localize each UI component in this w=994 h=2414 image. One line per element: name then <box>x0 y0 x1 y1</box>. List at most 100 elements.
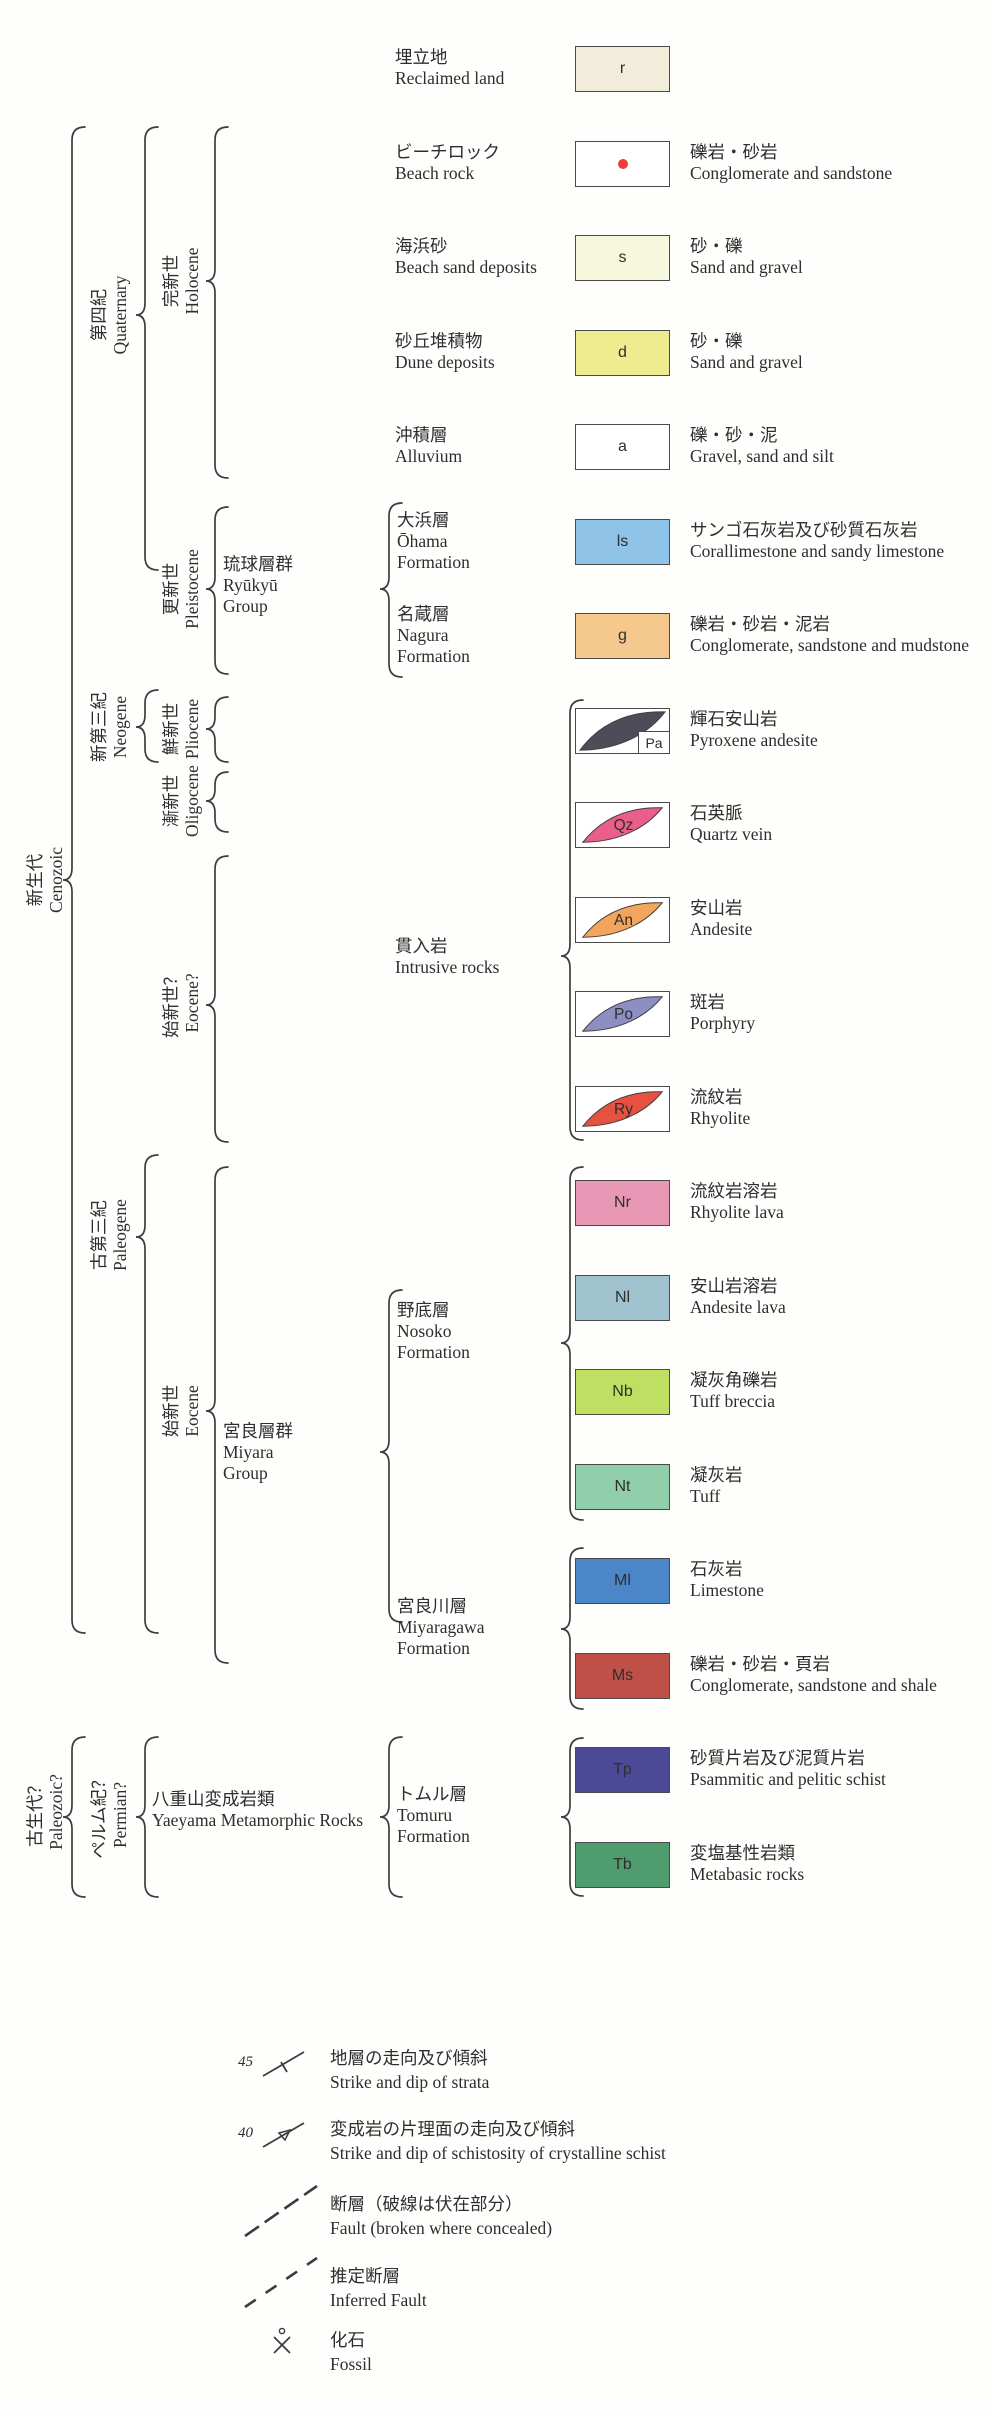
unit-name-en: Beach sand deposits <box>395 257 537 277</box>
lithology-desc-Pa: 輝石安山岩 Pyroxene andesite <box>690 709 818 751</box>
swatch-code: Nl <box>614 1289 631 1306</box>
swatch-code: g <box>618 627 627 644</box>
map-symbol-label-ja-fault: 断層（破線は伏在部分） <box>330 2194 523 2214</box>
lithology-desc-en: Sand and gravel <box>690 352 803 372</box>
formation-label-line: Formation <box>397 1638 470 1658</box>
lithology-desc-ja: 石灰岩 <box>690 1559 743 1579</box>
era-label-eocene_q: 始新世？ Eocene? <box>159 898 205 1108</box>
group-label-line: Miyara <box>223 1441 274 1462</box>
legend-swatch-beachrock <box>575 141 670 187</box>
swatch-code: Tb <box>613 1856 632 1873</box>
era-label-paleogene: 古第三紀 Paleogene <box>87 1130 133 1340</box>
map-symbol-label-ja-fossil: 化石 <box>330 2330 365 2350</box>
lithology-desc-en: Rhyolite <box>690 1108 751 1128</box>
formation-label-line: Formation <box>397 1342 470 1362</box>
legend-swatch-Nb: Nb <box>575 1369 670 1415</box>
lithology-desc-ja: 斑岩 <box>690 992 725 1012</box>
swatch-code: Nb <box>612 1383 633 1400</box>
legend-swatch-Nr: Nr <box>575 1180 670 1226</box>
era-label-holocene: 完新世 Holocene <box>159 176 205 386</box>
era-label-ja: 古第三紀 <box>89 1200 109 1270</box>
lithology-desc-ja: サンゴ石灰岩及び砂質石灰岩 <box>690 520 918 540</box>
formation-label-line: 大浜層 <box>397 510 450 530</box>
era-label-en: Cenozoic <box>46 846 66 914</box>
lithology-desc-Tp: 砂質片岩及び泥質片岩 Psammitic and pelitic schist <box>690 1748 886 1790</box>
legend-swatch-Ry: Ry <box>575 1086 670 1132</box>
formation-label-miyaragawa: 宮良川層 Miyaragawa Formation <box>397 1596 484 1659</box>
legend-swatch-reclaimed: r <box>575 46 670 92</box>
lithology-desc-en: Quartz vein <box>690 824 773 844</box>
lithology-desc-ja: 安山岩溶岩 <box>690 1276 778 1296</box>
group-label-line: Intrusive rocks <box>395 957 500 977</box>
lithology-desc-Nr: 流紋岩溶岩 Rhyolite lava <box>690 1181 784 1223</box>
lithology-desc-en: Andesite <box>690 919 753 939</box>
formation-label-ohama: 大浜層 Ōhama Formation <box>397 510 470 573</box>
unit-name-en: Alluvium <box>395 446 463 466</box>
era-label-ja: 始新世？ <box>161 968 181 1038</box>
formation-label-line: Tomuru <box>397 1805 453 1825</box>
lithology-desc-en: Tuff <box>690 1486 721 1506</box>
unit-name-ja: 砂丘堆積物 <box>395 331 483 351</box>
group-label-yaeyama: 八重山変成岩類 Yaeyama Metamorphic Rocks <box>152 1789 363 1831</box>
unit-name-ja: 埋立地 <box>395 47 448 67</box>
era-label-en: Eocene? <box>182 973 202 1033</box>
legend-swatch-Nt: Nt <box>575 1464 670 1510</box>
era-label-en: Oligocene <box>182 765 202 837</box>
legend-swatch-Tp: Tp <box>575 1747 670 1793</box>
formation-label-nosoko: 野底層 Nosoko Formation <box>397 1300 470 1363</box>
formation-label-tomuru: トムル層 Tomuru Formation <box>397 1784 470 1847</box>
era-label-en: Eocene <box>182 1385 202 1437</box>
map-symbol-label-en-inferred-fault: Inferred Fault <box>330 2290 427 2310</box>
dip-value-strike-dip: 45 <box>238 2054 253 2070</box>
era-label-ja: 第四紀 <box>89 288 109 342</box>
map-symbol-label-ja-schistosity-strike-dip: 変成岩の片理面の走向及び傾斜 <box>330 2119 575 2139</box>
unit-name-en: Dune deposits <box>395 352 495 372</box>
unit-name-en: Beach rock <box>395 163 475 183</box>
lithology-desc-en: Andesite lava <box>690 1297 786 1317</box>
unit-name-ja: ビーチロック <box>395 142 500 162</box>
lithology-desc-Ms: 礫岩・砂岩・頁岩 Conglomerate, sandstone and shal… <box>690 1654 937 1696</box>
formation-label-line: Miyaragawa <box>397 1617 485 1637</box>
lithology-desc-beachsand: 砂・礫 Sand and gravel <box>690 236 803 278</box>
legend-swatch-Qz: Qz <box>575 802 670 848</box>
lithology-desc-ja: 砂質片岩及び泥質片岩 <box>690 1748 865 1768</box>
lithology-desc-en: Conglomerate and sandstone <box>690 163 893 183</box>
lens-shape-Qz <box>576 803 669 847</box>
legend-swatch-Tb: Tb <box>575 1842 670 1888</box>
era-label-en: Permian? <box>110 1781 130 1849</box>
era-label-paleozoic: 古生代？ Paleozoic? <box>23 1707 69 1917</box>
lithology-desc-ja: 流紋岩 <box>690 1087 743 1107</box>
lithology-desc-ja: 礫・砂・泥 <box>690 425 778 445</box>
group-label-line: 八重山変成岩類 <box>152 1789 275 1809</box>
swatch-code: d <box>618 344 627 361</box>
group-label-intrusive: 貫入岩 Intrusive rocks <box>395 936 500 978</box>
legend-swatch-alluvium: a <box>575 424 670 470</box>
swatch-code: ls <box>616 533 629 550</box>
map-symbol-label-ja-inferred-fault: 推定断層 <box>330 2266 400 2286</box>
swatch-code: Po <box>614 1006 633 1023</box>
unit-name-alluvium: 沖積層 Alluvium <box>395 425 462 467</box>
map-symbol-label-ja-strike-dip: 地層の走向及び傾斜 <box>330 2048 488 2068</box>
lithology-desc-ja: 礫岩・砂岩・頁岩 <box>690 1654 830 1674</box>
era-label-quaternary: 第四紀 Quaternary <box>87 210 133 420</box>
group-label-line: 宮良層群 <box>223 1420 293 1441</box>
lithology-desc-ja: 変塩基性岩類 <box>690 1843 795 1863</box>
swatch-code: Tp <box>613 1761 632 1778</box>
lens-shape-Ry <box>576 1087 669 1131</box>
era-label-en: Paleozoic? <box>46 1774 66 1850</box>
formation-label-line: Formation <box>397 646 470 666</box>
map-symbol-label-en-fossil: Fossil <box>330 2354 372 2374</box>
era-label-ja: 新第三紀 <box>89 692 109 762</box>
lithology-desc-en: Corallimestone and sandy limestone <box>690 541 945 561</box>
lithology-desc-g: 礫岩・砂岩・泥岩 Conglomerate, sandstone and muds… <box>690 614 969 656</box>
lithology-desc-en: Porphyry <box>690 1013 756 1033</box>
era-label-ja: 完新世 <box>161 254 181 308</box>
swatch-code: Nr <box>614 1194 631 1211</box>
era-label-ja: 新生代 <box>25 853 45 907</box>
legend-swatch-dune: d <box>575 330 670 376</box>
lithology-desc-Nl: 安山岩溶岩 Andesite lava <box>690 1276 786 1318</box>
swatch-code: Nt <box>614 1478 631 1495</box>
unit-name-beachsand: 海浜砂 Beach sand deposits <box>395 236 537 278</box>
lithology-desc-beachrock: 礫岩・砂岩 Conglomerate and sandstone <box>690 142 892 184</box>
lithology-desc-en: Psammitic and pelitic schist <box>690 1769 886 1789</box>
